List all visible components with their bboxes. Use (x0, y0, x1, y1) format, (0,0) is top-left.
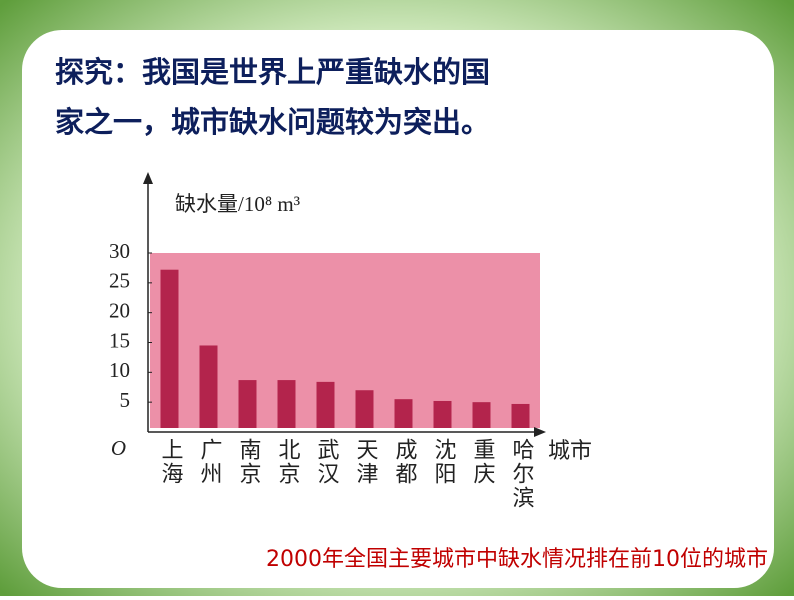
y-axis-arrow (143, 172, 153, 184)
bar (511, 403, 530, 428)
x-tick-label: 武汉 (314, 438, 340, 486)
bar (472, 402, 491, 428)
bar (277, 380, 296, 428)
x-tick-label: 广州 (197, 438, 223, 486)
caption: 2000年全国主要城市中缺水情况排在前10位的城市 (266, 547, 768, 572)
x-axis-arrow (534, 427, 546, 437)
y-tick-label: 30 (109, 239, 130, 263)
x-axis-label: 城市 (548, 439, 592, 464)
bar (160, 269, 179, 428)
bar (238, 380, 257, 428)
x-tick-label: 上海 (158, 438, 184, 486)
bar (355, 390, 374, 428)
bar (316, 381, 335, 428)
plot: O 5 10 15 20 25 30 上海 广州 南京 北京 武汉 天津 成都 沈阳 重庆 哈尔滨 (109, 172, 546, 510)
y-tick-label: 5 (120, 388, 131, 412)
y-tick-label: 25 (109, 269, 130, 293)
heading: 探究：我国是世界上严重缺水的国 (55, 55, 490, 89)
x-tick-label: 南京 (236, 438, 261, 486)
heading: 家之一，城市缺水问题较为突出。 (55, 105, 490, 139)
y-axis-label: 缺水量/10⁸ m³ (175, 192, 300, 216)
x-tick-label: 哈尔滨 (509, 438, 535, 510)
bar (394, 399, 413, 428)
y-tick-label: 20 (109, 298, 130, 322)
y-tick-label: 15 (109, 328, 130, 352)
y-tick-label: O (111, 436, 126, 460)
x-tick-label: 北京 (275, 438, 301, 486)
y-tick-label: 10 (109, 358, 130, 382)
x-tick-label: 成都 (392, 438, 418, 486)
bar (199, 345, 218, 428)
x-tick-label: 沈阳 (431, 438, 457, 486)
x-tick-label: 重庆 (470, 438, 496, 486)
x-tick-label: 天津 (353, 438, 379, 486)
bar (433, 400, 452, 428)
